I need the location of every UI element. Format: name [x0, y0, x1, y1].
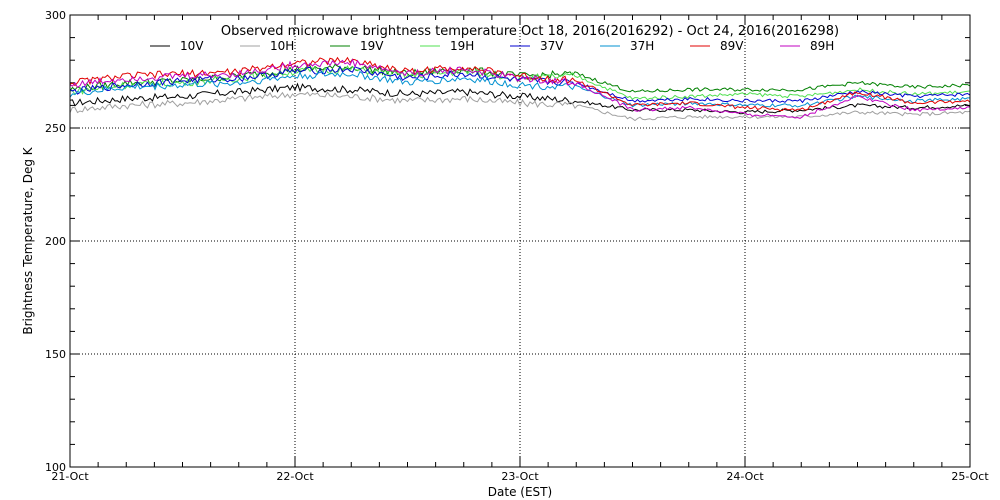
grid-lines — [70, 15, 970, 467]
series-line-19v — [69, 63, 971, 93]
legend-label-10v: 10V — [180, 39, 204, 53]
legend-label-37h: 37H — [630, 39, 654, 53]
legend-label-37v: 37V — [540, 39, 564, 53]
y-tick-label: 250 — [45, 122, 66, 135]
y-tick-label: 150 — [45, 348, 66, 361]
legend-label-89h: 89H — [810, 39, 834, 53]
x-tick-label: 23-Oct — [501, 470, 539, 483]
x-tick-label: 22-Oct — [276, 470, 314, 483]
series-line-10v — [69, 82, 971, 115]
legend-label-19h: 19H — [450, 39, 474, 53]
y-tick-label: 300 — [45, 9, 66, 22]
x-tick-label: 25-Oct — [951, 470, 989, 483]
series-line-89v — [69, 56, 971, 112]
y-tick-label: 200 — [45, 235, 66, 248]
y-axis-title: Brightness Temperature, Deg K — [21, 146, 35, 334]
chart-title: Observed microwave brightness temperatur… — [221, 24, 839, 39]
series-line-10h — [69, 91, 971, 122]
series-line-37h — [69, 70, 970, 108]
legend: 10V 10H 19V 19H 37V 37H 89V 89H — [150, 39, 834, 53]
legend-label-89v: 89V — [720, 39, 744, 53]
x-axis-title: Date (EST) — [488, 485, 552, 499]
series-lines — [69, 56, 971, 122]
series-line-19h — [69, 65, 971, 101]
tick-labels: 100 150 200 250 300 21-Oct 22-Oct 23-Oct 24-Oct 2… — [45, 9, 989, 483]
y-tick-label: 100 — [45, 461, 66, 474]
x-tick-label: 21-Oct — [51, 470, 89, 483]
x-tick-label: 24-Oct — [726, 470, 764, 483]
legend-label-19v: 19V — [360, 39, 384, 53]
legend-label-10h: 10H — [270, 39, 294, 53]
series-line-89h — [69, 58, 971, 119]
plot-frame — [69, 14, 971, 468]
